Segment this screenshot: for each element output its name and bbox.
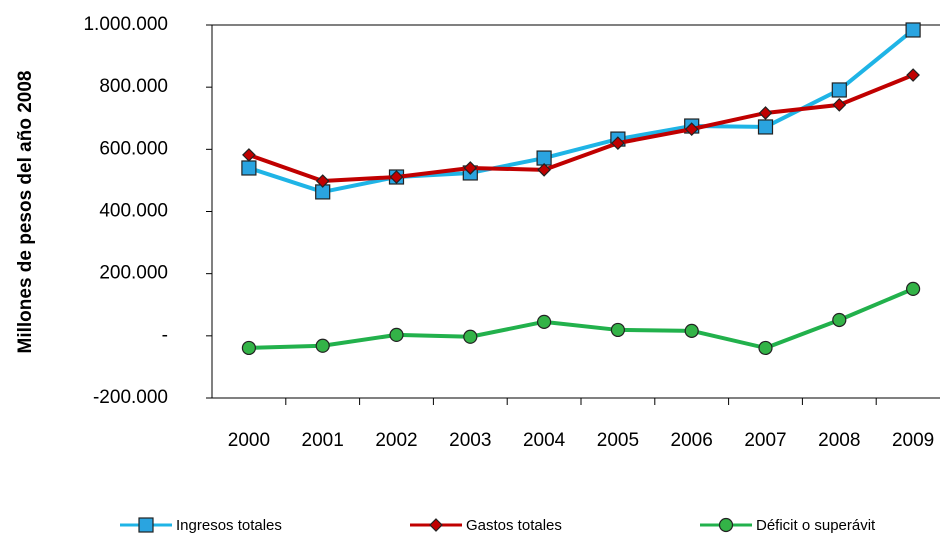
- x-tick-label: 2000: [228, 430, 270, 451]
- x-tick-label: 2005: [597, 430, 639, 451]
- data-point: [242, 148, 256, 162]
- data-point: [389, 170, 404, 184]
- x-tick-label: 2002: [375, 430, 417, 451]
- y-tick-label: 600.000: [99, 138, 168, 159]
- legend-marker: [718, 517, 734, 533]
- data-point: [537, 162, 551, 177]
- data-point: [463, 161, 478, 175]
- x-tick-label: 2007: [744, 430, 786, 451]
- data-point: [757, 119, 774, 135]
- y-tick-label: 800.000: [99, 76, 168, 97]
- data-point: [758, 106, 773, 120]
- series-line: [248, 73, 914, 184]
- data-point: [906, 68, 920, 82]
- data-point: [832, 98, 847, 112]
- x-tick-label: 2001: [302, 430, 344, 451]
- series-line: [248, 28, 915, 194]
- data-point: [389, 327, 404, 343]
- x-tick-label: 2003: [449, 430, 491, 451]
- y-axis-label: Millones de pesos del año 2008: [15, 71, 36, 354]
- legend-marker: [429, 518, 443, 532]
- data-point: [684, 122, 699, 136]
- data-point: [241, 340, 256, 356]
- y-tick-label: 200.000: [99, 263, 168, 284]
- x-tick-label: 2009: [892, 430, 934, 451]
- x-tick-label: 2008: [818, 430, 860, 451]
- y-tick-label: 1.000.000: [83, 14, 168, 35]
- data-point: [832, 312, 847, 328]
- series-line: [248, 287, 914, 350]
- data-point: [684, 323, 699, 338]
- legend-label: Ingresos totales: [176, 517, 282, 534]
- data-point: [905, 22, 921, 38]
- data-point: [536, 314, 552, 329]
- y-tick-label: -200.000: [93, 387, 168, 408]
- data-point: [831, 82, 847, 98]
- data-point: [610, 322, 626, 338]
- data-point: [905, 281, 921, 296]
- data-point: [463, 329, 478, 344]
- legend-label: Gastos totales: [466, 517, 562, 534]
- data-point: [611, 136, 625, 150]
- y-tick-label: -: [162, 325, 168, 346]
- data-point: [536, 150, 552, 166]
- y-tick-label: 400.000: [99, 201, 168, 222]
- x-tick-label: 2006: [671, 430, 713, 451]
- legend-marker: [138, 517, 154, 533]
- data-point: [241, 160, 257, 176]
- x-tick-label: 2004: [523, 430, 566, 451]
- legend-label: Déficit o superávit: [756, 517, 876, 534]
- data-point: [315, 174, 330, 188]
- data-point: [758, 340, 773, 356]
- data-point: [315, 338, 330, 353]
